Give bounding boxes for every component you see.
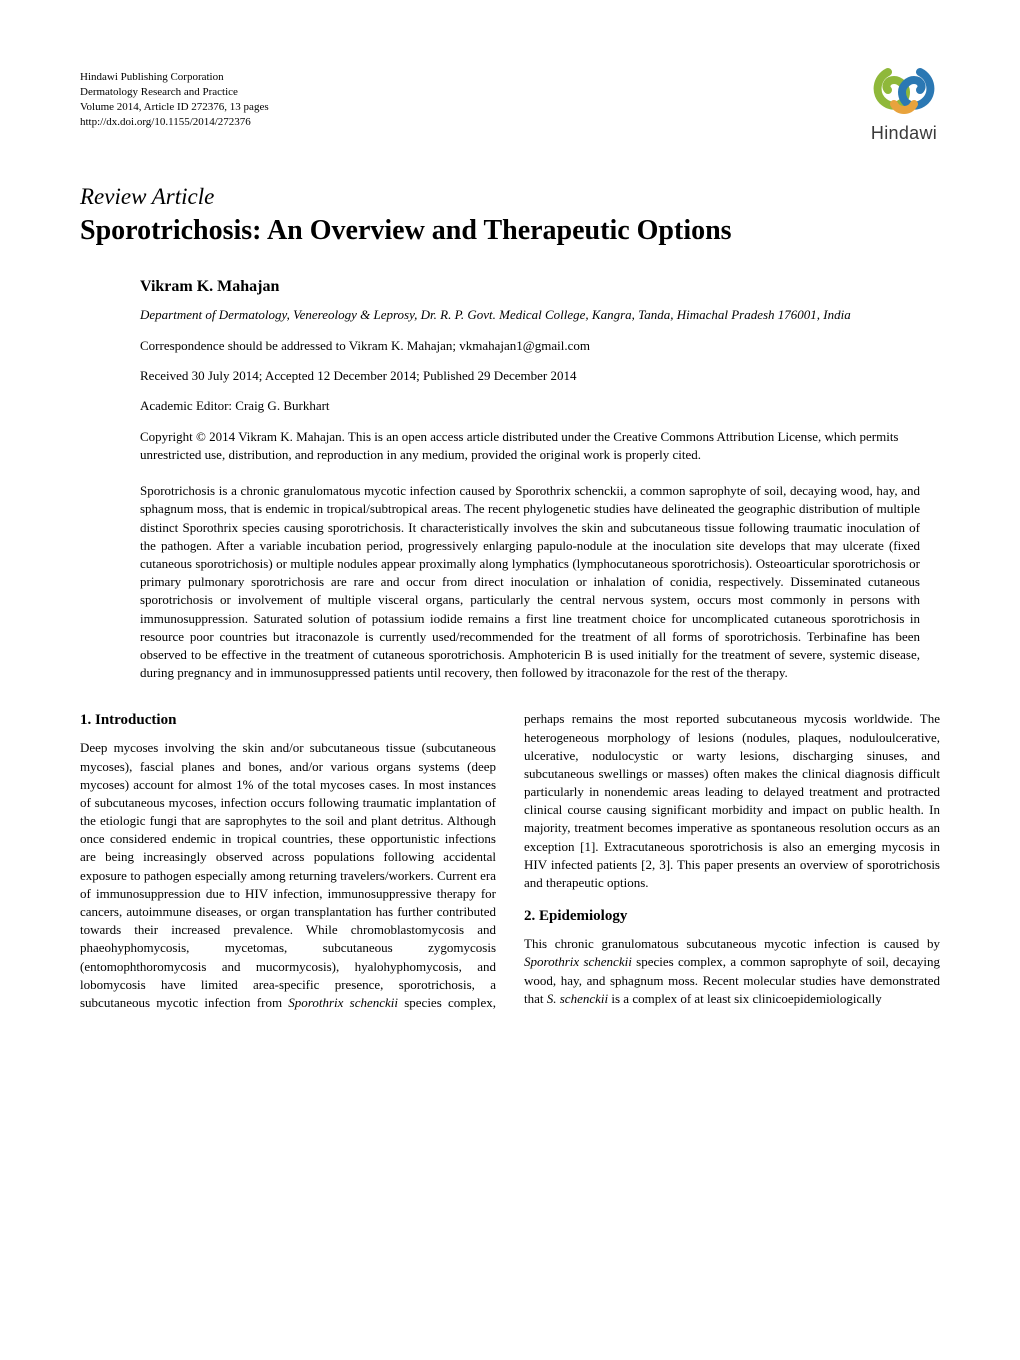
hindawi-logo-icon <box>868 60 940 120</box>
academic-editor: Academic Editor: Craig G. Burkhart <box>140 398 920 414</box>
author-metadata-block: Vikram K. Mahajan Department of Dermatol… <box>140 278 920 682</box>
body-text: This chronic granulomatous subcutaneous … <box>524 936 940 951</box>
section-2-paragraph: This chronic granulomatous subcutaneous … <box>524 935 940 1008</box>
publisher-logo: Hindawi <box>868 60 940 144</box>
hindawi-logo-text: Hindawi <box>868 123 940 144</box>
article-dates: Received 30 July 2014; Accepted 12 Decem… <box>140 368 920 384</box>
journal-name: Dermatology Research and Practice <box>80 85 940 100</box>
abstract: Sporotrichosis is a chronic granulomatou… <box>140 482 920 682</box>
body-text: is a complex of at least six clinicoepid… <box>608 991 882 1006</box>
body-columns: 1. Introduction Deep mycoses involving t… <box>80 710 940 1012</box>
copyright-notice: Copyright © 2014 Vikram K. Mahajan. This… <box>140 428 920 464</box>
volume-info: Volume 2014, Article ID 272376, 13 pages <box>80 100 940 115</box>
section-2-heading: 2. Epidemiology <box>524 906 940 927</box>
species-name: S. schenckii <box>547 991 608 1006</box>
article-title: Sporotrichosis: An Overview and Therapeu… <box>80 213 940 248</box>
species-name: Sporothrix schenckii <box>524 954 632 969</box>
author-affiliation: Department of Dermatology, Venereology &… <box>140 306 920 324</box>
doi-link: http://dx.doi.org/10.1155/2014/272376 <box>80 115 940 130</box>
publisher-name: Hindawi Publishing Corporation <box>80 70 940 85</box>
publisher-header: Hindawi Publishing Corporation Dermatolo… <box>80 70 940 129</box>
correspondence: Correspondence should be addressed to Vi… <box>140 338 920 354</box>
section-1-heading: 1. Introduction <box>80 710 496 731</box>
species-name: Sporothrix schenckii <box>288 995 398 1010</box>
article-type: Review Article <box>80 184 940 210</box>
body-text: Deep mycoses involving the skin and/or s… <box>80 740 496 1010</box>
author-name: Vikram K. Mahajan <box>140 278 920 296</box>
